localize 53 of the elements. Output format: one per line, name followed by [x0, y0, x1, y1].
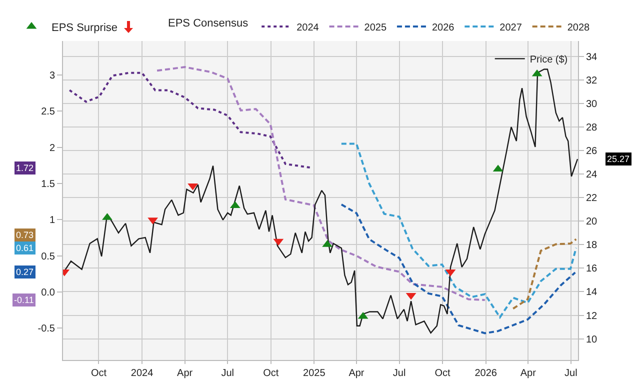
x-tick-label: Jul [221, 368, 234, 379]
y2-tick-label: 30 [586, 98, 598, 110]
y-tick-label: 0.0 [41, 288, 56, 298]
text: 0.61 [16, 243, 34, 253]
x-tick-label: Jul [564, 368, 578, 379]
y2-tick-label: 18 [586, 240, 598, 252]
text: 1.72 [16, 163, 34, 173]
legend-label: 2024 [296, 22, 320, 34]
y-tick-label: 0.5 [41, 251, 56, 262]
y2-tick-label: 28 [586, 122, 598, 134]
y-tick-label: 2.5 [41, 106, 56, 118]
line-series [156, 66, 486, 301]
text: 0.27 [16, 267, 34, 277]
y2-tick-label: 34 [586, 52, 598, 63]
legend-label: 2027 [500, 22, 522, 34]
x-tick-label: Oct [263, 368, 279, 379]
line-series [512, 238, 578, 310]
y2-tick-label: 24 [586, 170, 598, 181]
y-tick-label: 2 [49, 142, 56, 154]
legend-label: 2026 [432, 22, 455, 34]
line-series [68, 72, 312, 169]
line-series [340, 203, 576, 334]
y-tick-label: -0.5 [38, 324, 56, 335]
y-tick-label: 1 [49, 215, 56, 226]
y-tick-label: 3 [49, 70, 56, 82]
text: -0.11 [14, 295, 34, 305]
y2-tick-label: 10 [586, 334, 598, 346]
x-tick-label: Apr [348, 368, 365, 379]
text: 0.73 [16, 230, 34, 240]
y2-tick-label: 12 [586, 310, 598, 322]
line-series [63, 68, 578, 334]
line-series [340, 142, 578, 318]
legend-label: 2025 [364, 22, 387, 34]
x-tick-label: 2025 [303, 368, 326, 379]
legend-label: EPS Surprise [52, 22, 118, 34]
x-tick-label: Oct [434, 368, 451, 379]
y2-tick-label: 22 [586, 193, 598, 204]
text: 25.27 [607, 154, 630, 164]
x-tick-label: Jul [392, 368, 406, 379]
y-tick-label: 1.5 [41, 179, 56, 190]
legend-label: Price ($) [530, 54, 568, 66]
y2-tick-label: 16 [586, 264, 598, 275]
x-tick-label: Apr [177, 368, 194, 379]
y2-tick-label: 14 [586, 287, 598, 298]
legend-title: EPS Consensus [168, 17, 249, 30]
legend-label: 2028 [567, 22, 590, 34]
x-tick-label: 2024 [130, 368, 154, 379]
y2-tick-label: 26 [586, 146, 598, 157]
x-tick-label: Apr [520, 368, 537, 379]
y2-tick-label: 32 [586, 75, 598, 86]
x-tick-label: Oct [90, 368, 107, 379]
y2-tick-label: 20 [586, 216, 598, 228]
x-tick-label: 2026 [474, 368, 498, 379]
